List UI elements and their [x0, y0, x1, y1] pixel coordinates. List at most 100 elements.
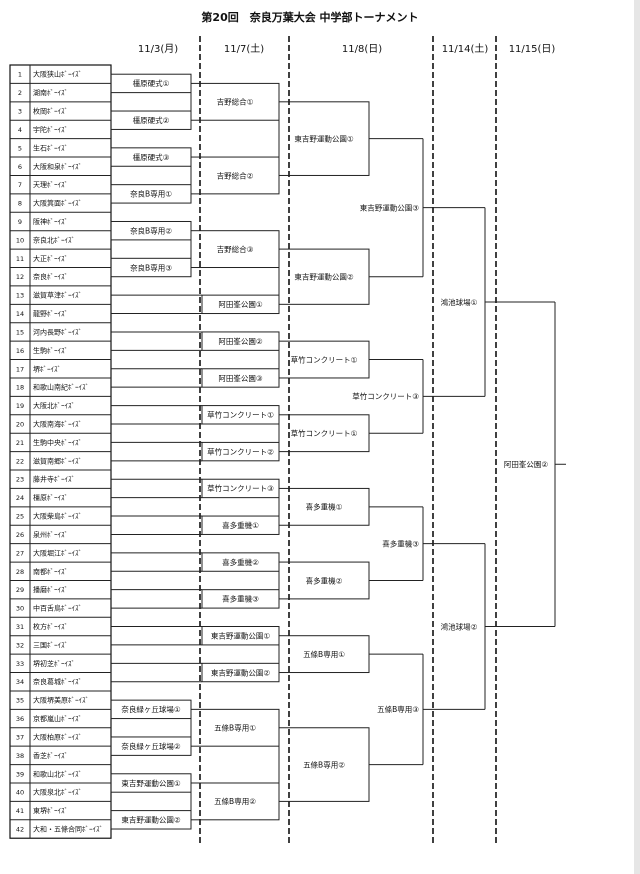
team-name: 大阪柴島ﾎﾞｰｲｽﾞ [33, 512, 82, 521]
match-venue-label: 橿原硬式① [133, 78, 170, 88]
team-number: 23 [16, 476, 24, 484]
team-name: 橿原ﾎﾞｰｲｽﾞ [33, 493, 68, 502]
team-number: 38 [16, 752, 24, 760]
match-venue-label: 五條B専用③ [377, 704, 419, 714]
team-number: 6 [18, 163, 22, 171]
team-number: 5 [18, 144, 22, 152]
team-number: 41 [16, 807, 24, 815]
team-number: 2 [18, 89, 22, 97]
match-venue-label: 東吉野運動公園① [294, 133, 353, 143]
team-number: 34 [16, 678, 24, 686]
match-venue-label: 喜多重機③ [382, 538, 419, 548]
team-name: 生駒中央ﾎﾞｰｲｽﾞ [33, 438, 82, 447]
team-number: 37 [16, 733, 24, 741]
match-venue-label: 東吉野運動公園① [211, 631, 270, 641]
team-name: 奈良ﾎﾞｰｲｽﾞ [33, 272, 68, 281]
team-name: 和歌山北ﾎﾞｰｲｽﾞ [33, 769, 82, 778]
match-venue-label: 奈良緑ヶ丘球場② [121, 741, 180, 751]
match-venue-label: 喜多重機① [306, 502, 343, 512]
match-venue-label: 東吉野運動公園③ [360, 202, 419, 212]
team-name: 生石ﾎﾞｰｲｽﾞ [33, 143, 68, 152]
team-name: 大阪柏原ﾎﾞｰｲｽﾞ [33, 732, 82, 741]
match-venue-label: 東吉野運動公園② [211, 667, 270, 677]
match-venue-label: 喜多重機② [222, 557, 259, 567]
team-name: 枚方ﾎﾞｰｲｽﾞ [33, 622, 68, 631]
team-name: 枚岡ﾎﾞｰｲｽﾞ [33, 107, 68, 116]
match-venue-label: 草竹コンクリート③ [352, 391, 419, 401]
team-number: 22 [16, 457, 24, 465]
date-header-round-1: 11/3(月) [137, 44, 179, 55]
team-name: 滋賀草津ﾎﾞｰｲｽﾞ [33, 291, 82, 300]
match-venue-label: 草竹コンクリート① [291, 354, 358, 364]
date-header-round-3: 11/8(日) [341, 44, 383, 55]
team-name: 生駒ﾎﾞｰｲｽﾞ [33, 346, 68, 355]
team-name: 大阪堀江ﾎﾞｰｲｽﾞ [33, 548, 82, 557]
team-number: 4 [18, 126, 22, 134]
team-number: 42 [16, 826, 24, 834]
match-venue-label: 喜多重機② [306, 575, 343, 585]
date-header-round-2: 11/7(土) [223, 44, 265, 55]
scan-edge [634, 0, 640, 874]
match-venue-label: 草竹コンクリート② [207, 446, 274, 456]
team-number: 27 [16, 549, 24, 557]
team-name: 大阪泉北ﾎﾞｰｲｽﾞ [33, 788, 82, 797]
match-venue-label: 橿原硬式③ [133, 152, 170, 162]
match-venue-label: 鴻池球場② [441, 621, 478, 631]
match-venue-label: 喜多重機③ [222, 594, 259, 604]
team-name: 大阪和泉ﾎﾞｰｲｽﾞ [33, 162, 82, 171]
match-venue-label: 東吉野運動公園② [294, 272, 353, 282]
team-number: 32 [16, 641, 24, 649]
match-venue-label: 奈良B専用③ [130, 262, 172, 272]
team-number: 25 [16, 513, 24, 521]
team-name: 藤井寺ﾎﾞｰｲｽﾞ [33, 475, 75, 484]
team-name: 奈良葛城ﾎﾞｰｲｽﾞ [33, 677, 82, 686]
team-name: 滋賀南郷ﾎﾞｰｲｽﾞ [33, 456, 82, 465]
match-venue-label: 奈良B専用① [130, 189, 172, 199]
team-name: 龍野ﾎﾞｰｲｽﾞ [33, 309, 68, 318]
team-number: 11 [16, 255, 24, 263]
team-number: 13 [16, 292, 24, 300]
match-venue-label: 東吉野運動公園② [121, 815, 180, 825]
team-number: 30 [16, 605, 24, 613]
team-number: 36 [16, 715, 24, 723]
team-number: 20 [16, 420, 24, 428]
team-name: 奈良北ﾎﾞｰｲｽﾞ [33, 235, 75, 244]
team-name: 東堺ﾎﾞｰｲｽﾞ [33, 806, 68, 815]
team-name: 和歌山南紀ﾎﾞｰｲｽﾞ [33, 383, 89, 392]
team-number: 35 [16, 697, 24, 705]
match-venue-label: 草竹コンクリート① [291, 428, 358, 438]
team-name: 大阪南海ﾎﾞｰｲｽﾞ [33, 419, 82, 428]
page-title: 第20回 奈良万葉大会 中学部トーナメント [201, 11, 419, 24]
team-name: 大正ﾎﾞｰｲｽﾞ [33, 254, 68, 263]
team-name: 堺初芝ﾎﾞｰｲｽﾞ [33, 659, 75, 668]
team-name: 湖南ﾎﾞｰｲｽﾞ [33, 88, 68, 97]
match-venue-label: 吉野総合③ [217, 244, 254, 254]
match-venue-label: 五條B専用① [303, 649, 345, 659]
team-name: 大阪堺美原ﾎﾞｰｲｽﾞ [33, 696, 89, 705]
team-number: 7 [18, 181, 22, 189]
team-number: 19 [16, 402, 24, 410]
team-name: 中百舌鳥ﾎﾞｰｲｽﾞ [33, 604, 82, 613]
team-number: 10 [16, 236, 24, 244]
date-header-round-5: 11/14(土) [441, 44, 489, 55]
team-number: 14 [16, 310, 24, 318]
match-venue-label: 鴻池球場① [441, 297, 478, 307]
team-name: 南都ﾎﾞｰｲｽﾞ [33, 567, 68, 576]
match-venue-label: 阿田峯公園② [218, 337, 262, 346]
team-number: 39 [16, 770, 24, 778]
match-venue-label: 奈良B専用② [130, 225, 172, 235]
date-header-round-6: 11/15(日) [508, 44, 556, 55]
team-name: 泉州ﾎﾞｰｲｽﾞ [33, 530, 68, 539]
team-name: 大和・五條合同ﾎﾞｰｲｽﾞ [33, 825, 103, 834]
match-venue-label: 五條B専用② [214, 796, 256, 806]
match-venue-label: 草竹コンクリート① [207, 410, 274, 420]
team-number: 17 [16, 365, 24, 373]
team-name: 堺ﾎﾞｰｲｽﾞ [33, 364, 61, 373]
team-number: 28 [16, 568, 24, 576]
team-name: 大阪北ﾎﾞｰｲｽﾞ [33, 401, 75, 410]
match-venue-label: 五條B専用② [303, 759, 345, 769]
match-venue-label: 奈良緑ヶ丘球場① [121, 704, 180, 714]
team-number: 21 [16, 439, 24, 447]
match-venue-label: 橿原硬式② [133, 115, 170, 125]
